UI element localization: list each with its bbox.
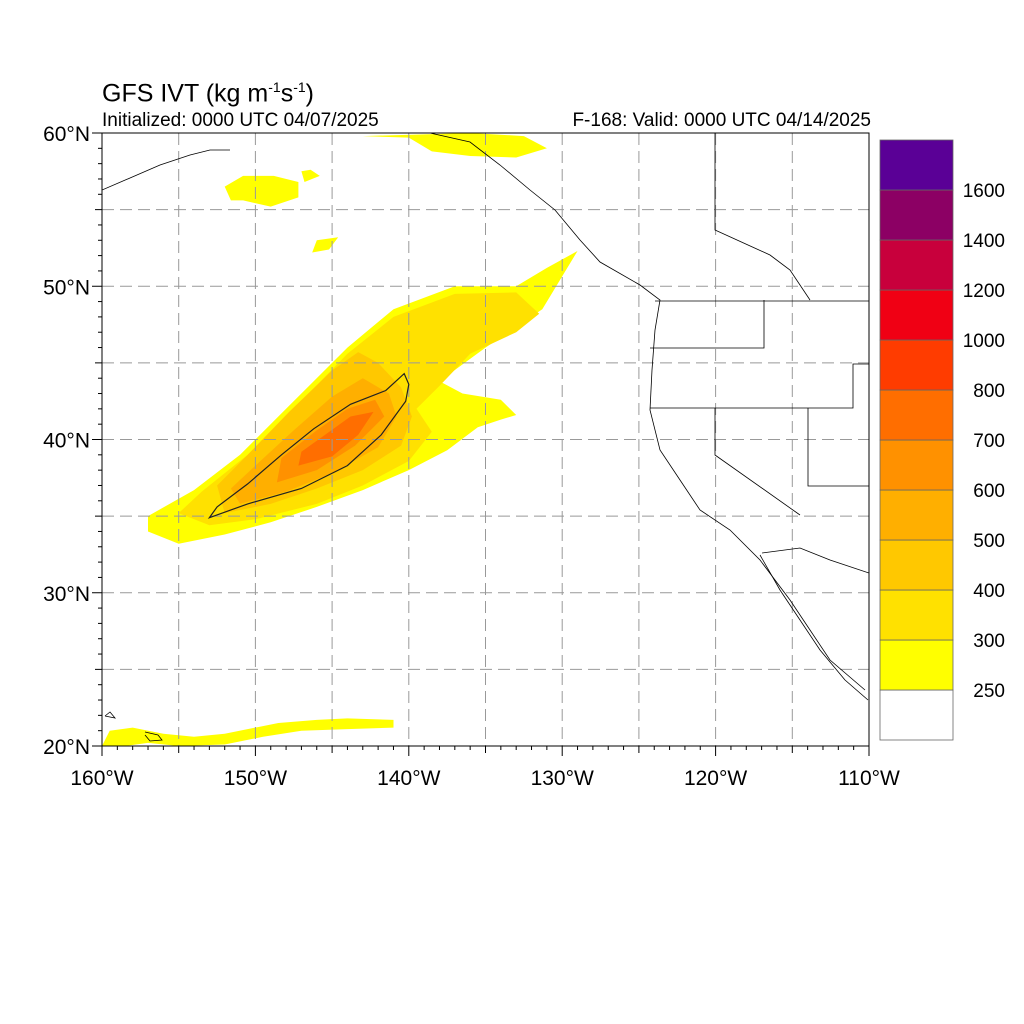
colorbar-swatch-0: [879, 689, 954, 741]
nevada-border: [714, 408, 801, 516]
subtropical-band-level-250-0: [102, 718, 394, 746]
colorbar-label: 600: [973, 481, 1005, 502]
baja-california-coast: [759, 554, 869, 701]
hawaii-big-island: [144, 731, 163, 742]
mexico-border: [761, 547, 869, 574]
lat-tick-label: 50°N: [43, 276, 90, 299]
lon-tick-label: 150°W: [224, 767, 287, 790]
colorbar-swatch-1: [879, 639, 954, 691]
main-ivt-plume-level-700-5: [298, 411, 374, 466]
colorbar-swatch-7: [879, 339, 954, 391]
colorbar-swatch-3: [879, 539, 954, 591]
lon-tick-label: 160°W: [70, 767, 133, 790]
california-oregon-border: [650, 363, 869, 409]
colorbar-label: 300: [973, 631, 1005, 652]
colorbar: 250 300 400 500 600 700 800 1000 1200 1400 1600: [879, 139, 1005, 741]
colorbar-label: 1000: [963, 331, 1005, 352]
colorbar-swatch-11: [879, 139, 954, 191]
colorbar-swatch-9: [879, 239, 954, 291]
oregon-border: [650, 300, 765, 349]
colorbar-label: 1400: [963, 231, 1005, 252]
colorbar-swatch-6: [879, 389, 954, 441]
lon-tick-label: 140°W: [377, 767, 440, 790]
lat-tick-label: 20°N: [43, 736, 90, 759]
north-spots-level-250-2: [301, 169, 320, 182]
initialized-time: Initialized: 0000 UTC 04/07/2025: [102, 110, 379, 131]
north-spots-level-250-1: [224, 175, 299, 207]
coastlines-and-borders: [102, 133, 869, 742]
north-spots-level-250-3: [362, 133, 547, 158]
colorbar-swatch-2: [879, 589, 954, 641]
colorbar-label: 800: [973, 381, 1005, 402]
axis-ticks: 60°N 50°N 40°N 30°N 20°N 160°W 150°W 140°W 130°W…: [43, 123, 900, 790]
lat-tick-label: 30°N: [43, 583, 90, 606]
title-exponent-2: -1: [293, 79, 306, 95]
lon-tick-label: 130°W: [531, 767, 594, 790]
colorbar-label: 400: [973, 581, 1005, 602]
chart-title: GFS IVT (kg m-1s-1): [102, 72, 314, 108]
title-suffix: ): [305, 79, 314, 108]
colorbar-swatch-4: [879, 489, 954, 541]
colorbar-swatch-5: [879, 439, 954, 491]
colorbar-swatch-10: [879, 189, 954, 241]
pacific-northwest-coast: [429, 133, 866, 691]
lon-tick-label: 110°W: [838, 767, 900, 790]
colorbar-label: 1600: [963, 181, 1005, 202]
colorbar-swatch-8: [879, 289, 954, 341]
north-america-coastline: [714, 133, 811, 301]
lon-tick-label: 120°W: [684, 767, 747, 790]
colorbar-label: 700: [973, 431, 1005, 452]
lat-tick-label: 40°N: [43, 430, 90, 453]
ivt-contour-layer: [207, 372, 410, 519]
colorbar-label: 250: [973, 681, 1005, 702]
lat-tick-label: 60°N: [43, 123, 90, 146]
hawaii-islands: [104, 711, 117, 719]
ivt-shading-layer: [102, 133, 578, 746]
title-mid: s: [280, 79, 294, 108]
title-prefix: GFS IVT (kg m: [102, 79, 269, 108]
utah-border: [807, 408, 869, 487]
colorbar-label: 1200: [963, 281, 1005, 302]
alaska-coast: [102, 149, 230, 191]
title-exponent-1: -1: [268, 79, 281, 95]
valid-time: F-168: Valid: 0000 UTC 04/14/2025: [572, 110, 871, 131]
colorbar-label: 500: [973, 531, 1005, 552]
map-gridlines: [102, 133, 869, 746]
ivt-700-contour: [207, 372, 410, 519]
